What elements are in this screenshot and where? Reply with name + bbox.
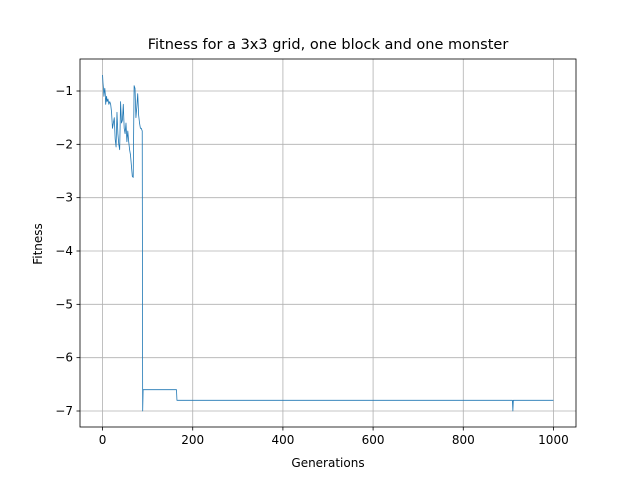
x-tick-label: 800 [452, 433, 475, 447]
x-tick-label: 600 [362, 433, 385, 447]
chart-title: Fitness for a 3x3 grid, one block and on… [148, 37, 509, 53]
ticks: 0 200 400 600 800 1000 −7 −6 −5 −4 −3 −2 −1 [55, 84, 568, 447]
x-tick-label: 1000 [538, 433, 569, 447]
y-tick-label: −1 [55, 84, 73, 98]
x-tick-label: 0 [99, 433, 107, 447]
x-tick-label: 400 [271, 433, 294, 447]
x-axis-label: Generations [291, 456, 364, 470]
y-tick-label: −5 [55, 297, 73, 311]
y-tick-label: −6 [55, 351, 73, 365]
fitness-series-line [102, 74, 554, 412]
y-tick-label: −2 [55, 137, 73, 151]
x-tick-label: 200 [181, 433, 204, 447]
y-axis-label: Fitness [31, 223, 45, 265]
y-tick-label: −3 [55, 191, 73, 205]
y-tick-label: −4 [55, 244, 73, 258]
grid [80, 59, 576, 427]
y-tick-label: −7 [55, 404, 73, 418]
series-layer [102, 74, 554, 412]
plot-frame [79, 58, 577, 428]
